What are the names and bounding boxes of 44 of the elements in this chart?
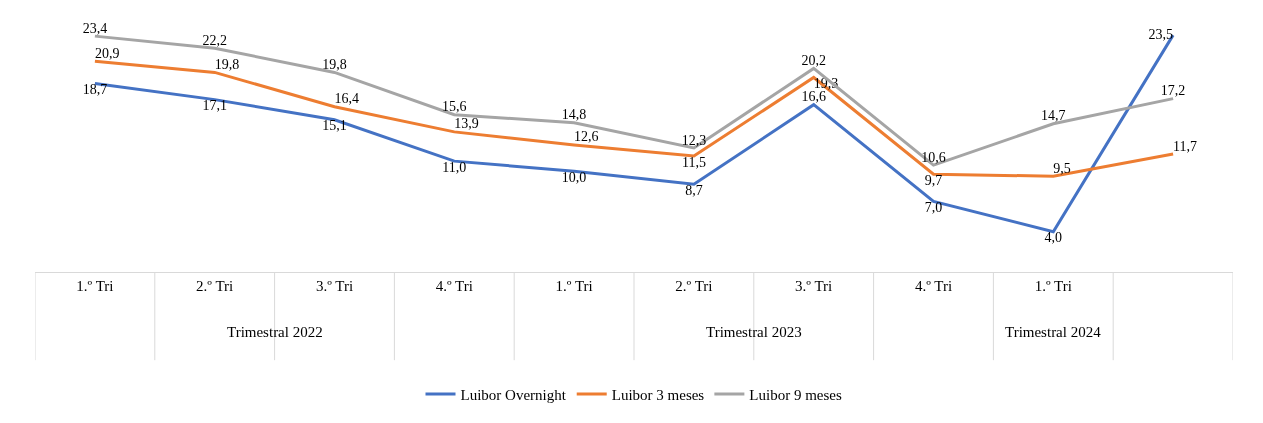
data-label: 17,1: [202, 98, 227, 114]
data-label: 23,5: [1148, 26, 1174, 42]
data-label: 10,6: [921, 149, 946, 165]
data-label: 10,0: [561, 169, 587, 185]
x-tick-label: 4.º Tri: [914, 278, 953, 294]
data-label: 14,8: [561, 107, 587, 123]
data-label: 11,5: [681, 154, 706, 170]
text: Trimestral 2023: [706, 324, 802, 340]
data-label: 16,4: [334, 91, 359, 107]
data-label: 9,5: [1053, 160, 1071, 176]
x-tick-label: 1.º Tri: [555, 278, 593, 294]
data-label: 16,6: [801, 89, 826, 105]
data-label: 15,6: [442, 99, 467, 115]
data-label: 23,4: [82, 20, 108, 36]
data-label: 22,2: [202, 32, 227, 48]
x-tick-label: 3.º Tri: [315, 278, 354, 294]
legend-label: Luibor 9 meses: [749, 386, 843, 403]
x-tick-label: 4.º Tri: [435, 278, 473, 294]
x-tick-label: 1.º Tri: [1034, 278, 1072, 294]
legend-label: Luibor 3 meses: [611, 386, 705, 403]
x-tick-label: 2.º Tri: [196, 278, 234, 294]
data-label: 19,8: [322, 56, 347, 72]
data-label: 7,0: [924, 199, 943, 215]
x-tick-label: 2.º Tri: [675, 278, 713, 294]
data-label: 13,9: [454, 116, 479, 132]
data-label: 20,2: [801, 52, 826, 68]
x-tick-label: 3.º Tri: [795, 278, 833, 294]
x-tick-label: 1.º Tri: [76, 278, 114, 294]
text: Trimestral 2022: [227, 324, 323, 340]
data-label: 15,1: [322, 118, 347, 134]
data-label: 12,3: [681, 132, 707, 148]
data-label: 17,2: [1160, 83, 1186, 99]
data-label: 20,9: [94, 45, 120, 61]
legend-label: Luibor Overnight: [460, 386, 567, 403]
data-label: 12,6: [574, 129, 599, 145]
data-label: 14,7: [1041, 108, 1066, 124]
data-label: 18,7: [82, 82, 108, 97]
data-label: 9,7: [924, 172, 943, 188]
data-label: 4,0: [1044, 230, 1063, 246]
data-label: 8,7: [685, 182, 703, 198]
data-label: 19,8: [214, 56, 240, 72]
text: Trimestral 2024: [1005, 324, 1102, 340]
data-label: 11,7: [1173, 138, 1198, 154]
data-label: 11,0: [442, 159, 467, 175]
